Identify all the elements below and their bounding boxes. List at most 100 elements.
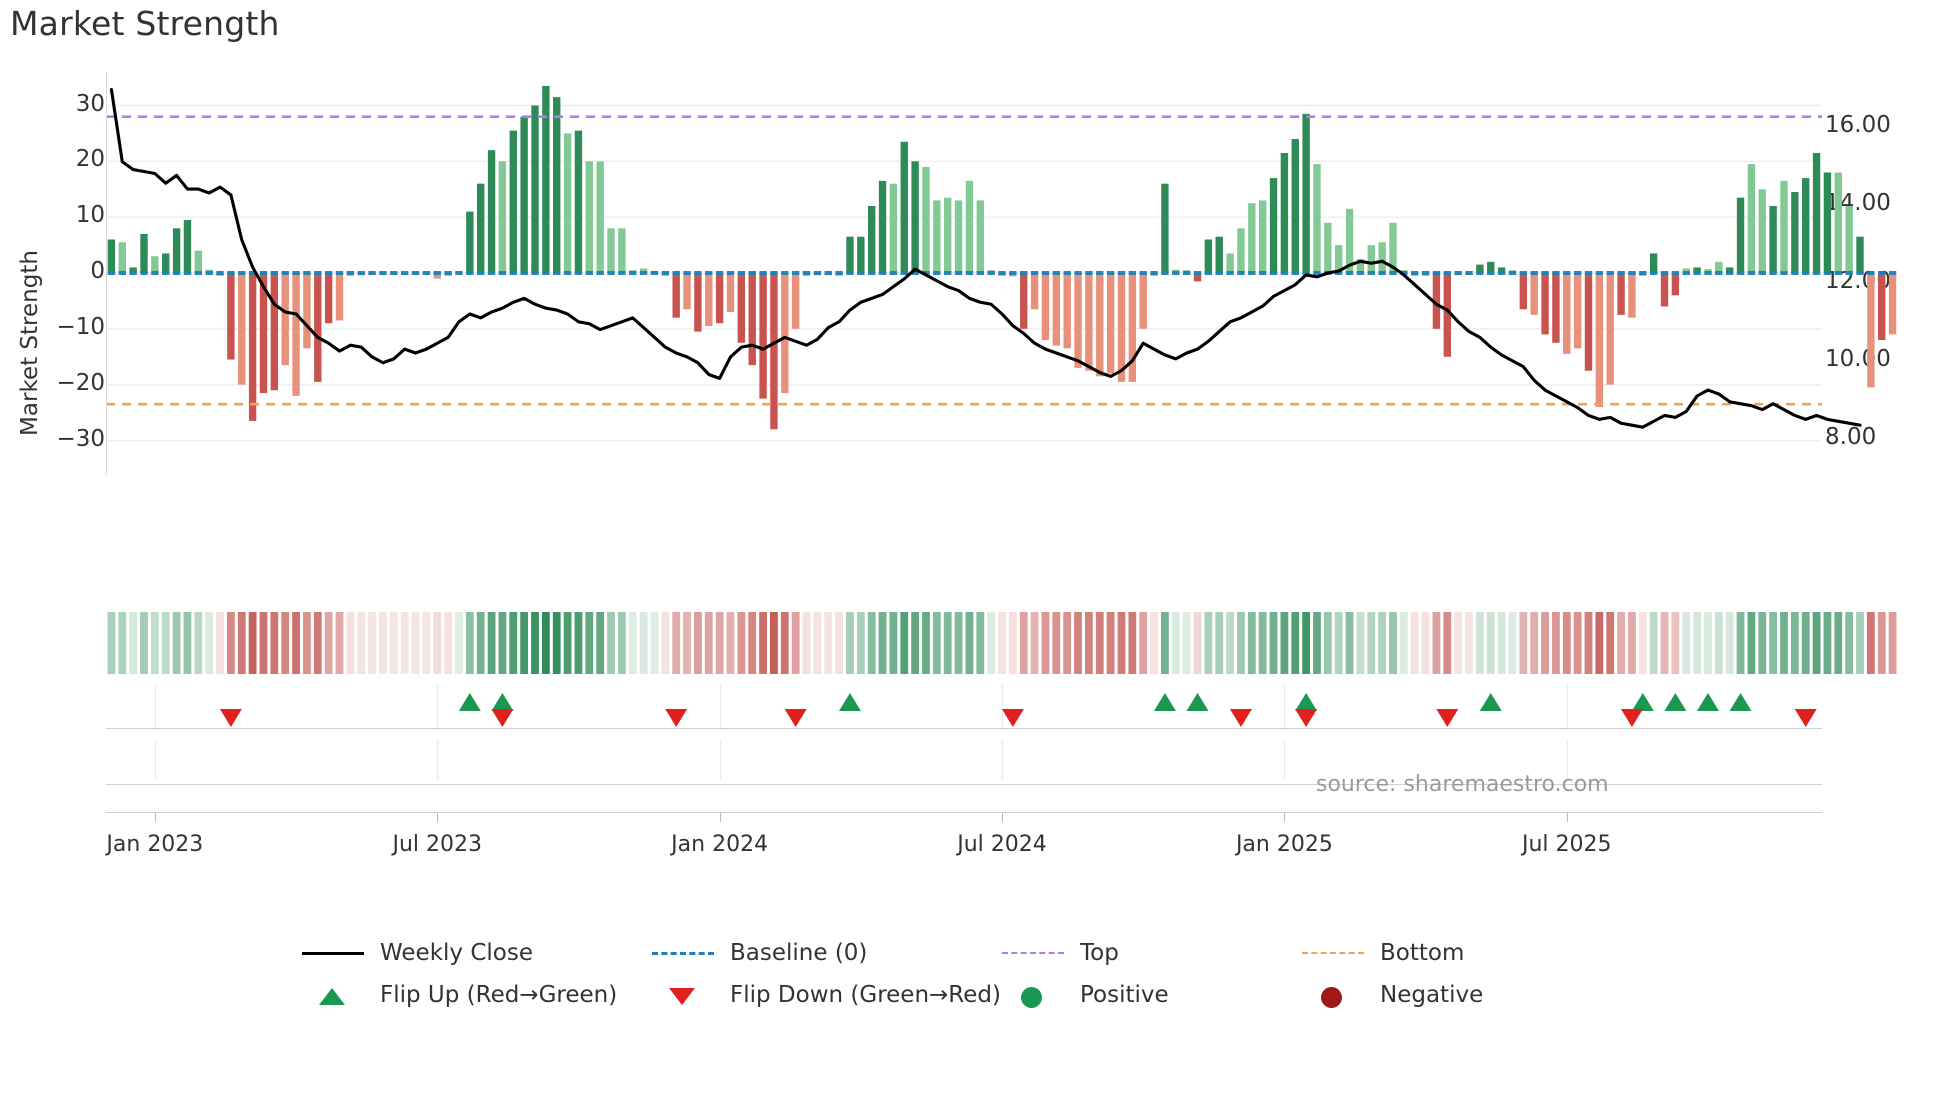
strength-bar [607,228,615,273]
strength-bar [1758,189,1766,273]
baseline-segment [433,271,441,275]
baseline-segment [715,271,724,275]
baseline-segment [1226,271,1234,275]
baseline-segment [1758,271,1766,275]
strength-bar [1823,172,1832,273]
heatmap-cell [867,612,876,674]
heatmap-cell [726,612,735,674]
heatmap-cell [1193,612,1202,674]
baseline-segment [1020,271,1028,275]
baseline-segment [1161,271,1169,275]
baseline-segment [411,271,420,275]
baseline-segment [1812,271,1821,275]
strength-bar [1106,273,1115,374]
x-tick-mark-5 [1566,812,1568,822]
baseline-segment [216,271,224,275]
legend-item-flip-up-red-green[interactable]: Flip Up (Red→Green) [300,974,617,1016]
strength-bar [498,161,507,273]
baseline-segment [1096,271,1104,275]
heatmap-cell [965,612,974,674]
strength-bar [1063,273,1071,349]
strength-bar [1052,273,1061,346]
heatmap-cell [411,612,420,674]
legend-item-negative[interactable]: Negative [1300,974,1483,1016]
strength-bar [1237,228,1245,273]
legend-item-baseline-0[interactable]: Baseline (0) [650,932,867,974]
baseline-segment [1454,271,1462,275]
legend-item-bottom[interactable]: Bottom [1300,932,1464,974]
strength-bar [1584,273,1593,371]
baseline-segment [487,271,496,275]
legend-row-0: Weekly Close Baseline (0) Top Bottom [300,932,1660,974]
heatmap-cell [389,612,398,674]
strength-bar [292,273,300,396]
baseline-segment [998,271,1006,275]
heatmap-cell [596,612,605,674]
heatmap-cell [1063,612,1072,674]
heatmap-cell [1302,612,1311,674]
baseline-segment [118,271,126,275]
baseline-segment [1085,271,1093,275]
strength-bar [889,183,898,273]
heatmap-cell [900,612,909,674]
baseline-segment [781,271,789,275]
heatmap-cell [759,612,767,674]
heatmap-cell [1834,612,1843,674]
baseline-segment [553,271,561,275]
baseline-segment [705,271,713,275]
heatmap-cell [400,612,409,674]
baseline-segment [1845,271,1853,275]
strength-bar [324,273,333,324]
strength-bar [1617,273,1625,315]
legend-item-weekly-close[interactable]: Weekly Close [300,932,533,974]
heatmap-cell [1389,612,1397,674]
strength-bar [596,161,604,273]
x-guide-5-1 [1566,684,1568,730]
baseline-segment [1530,271,1538,275]
strength-bar [1682,268,1690,273]
legend-glyph [1000,983,1066,1008]
flip-up-marker [1295,693,1318,711]
x-tick-2: Jan 2024 [671,832,769,857]
heatmap-cell [780,612,789,674]
baseline-segment [1888,271,1897,275]
heatmap-cell [1671,612,1680,674]
strength-bar [1356,259,1365,273]
heatmap-cell [248,612,257,674]
baseline-segment [933,271,941,275]
y-tick-right-4: 8.00 [1825,423,1877,450]
strength-bar [1378,242,1386,273]
heatmap-cell [107,612,116,674]
strength-bar [509,130,517,273]
baseline-segment [1552,271,1560,275]
strength-bar [1693,267,1701,273]
heatmap-cell [476,612,485,674]
strength-bar [1845,206,1853,273]
heatmap-cell [118,612,127,674]
legend-item-positive[interactable]: Positive [1000,974,1169,1016]
strength-bar [791,273,800,329]
legend-item-flip-down-green-red[interactable]: Flip Down (Green→Red) [650,974,1001,1016]
baseline-segment [368,271,376,275]
heatmap-cell [1269,612,1278,674]
heatmap-cell [150,612,159,674]
strength-bar [1628,273,1636,318]
strength-bar [954,200,963,273]
baseline-segment [162,271,170,275]
strength-bar [1074,273,1082,368]
heatmap-cell [1247,612,1256,674]
strength-bar [1215,236,1223,273]
strength-bar [1117,273,1126,382]
heatmap-cell [357,612,366,674]
legend-item-top[interactable]: Top [1000,932,1119,974]
baseline-segment [846,271,854,275]
x-tick-3: Jul 2024 [957,832,1047,857]
heatmap-cell [237,612,246,674]
heatmap-cell [368,612,376,674]
heatmap-cell [563,612,572,674]
x-guide-1-2 [437,740,439,780]
axis-rule-2 [106,784,1822,785]
flip-up-marker [1479,693,1502,711]
flip-down-marker [1229,709,1252,727]
strength-bar [1193,273,1202,282]
